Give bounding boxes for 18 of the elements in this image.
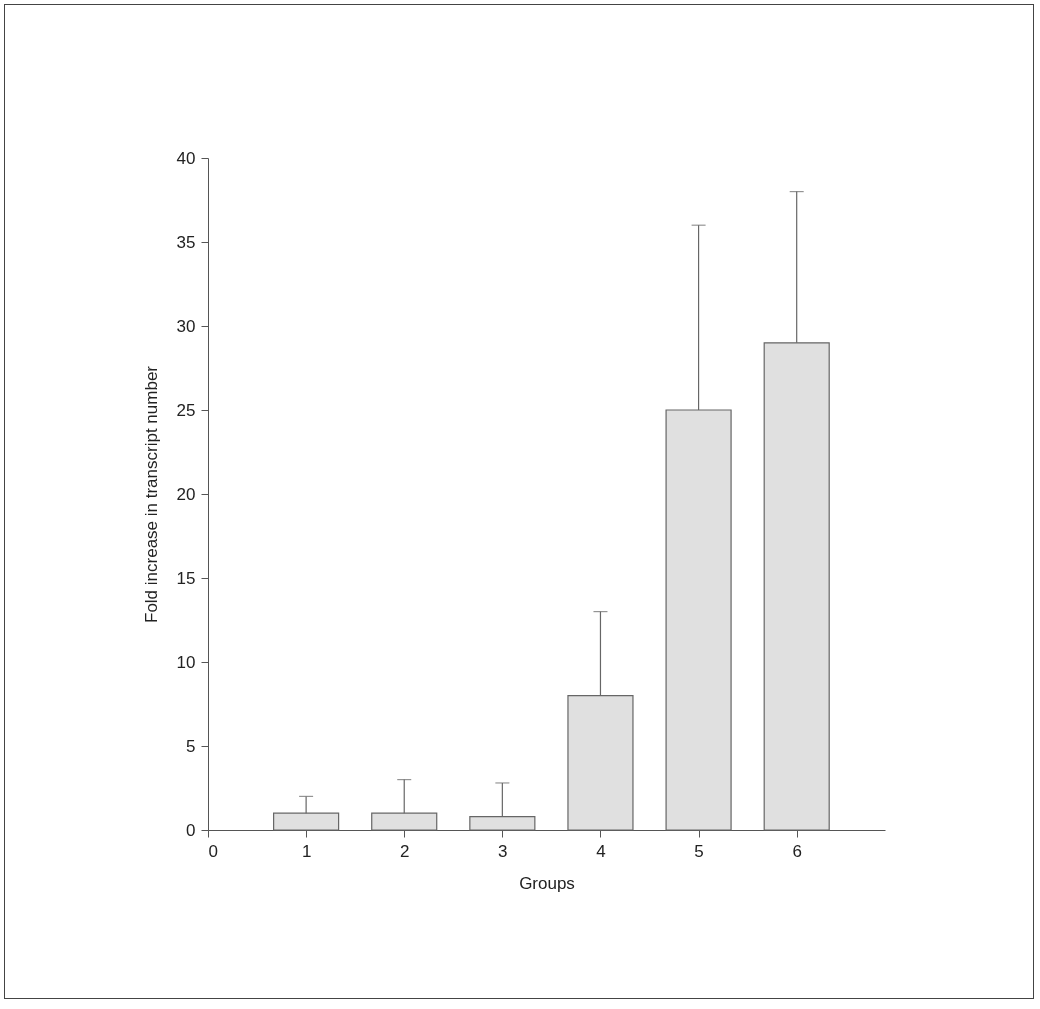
y-tick-label: 30 (176, 316, 196, 336)
y-tick-label: 10 (176, 652, 196, 672)
y-tick-label: 15 (176, 568, 196, 588)
y-tick-label: 20 (176, 484, 196, 504)
y-tick-label: 40 (176, 148, 196, 168)
y-tick-label: 5 (186, 736, 196, 756)
y-axis-title: Fold increase in transcript number (141, 365, 161, 624)
x-tick-label: 0 (208, 841, 218, 861)
x-tick-label: 6 (792, 841, 802, 861)
x-tick-label: 4 (596, 841, 606, 861)
x-tick-label: 5 (694, 841, 704, 861)
x-tick-label: 3 (498, 841, 508, 861)
x-tick-label: 1 (301, 841, 312, 861)
y-tick-label: 25 (176, 400, 196, 420)
y-tick-label: 35 (176, 232, 196, 252)
y-tick-label: 0 (186, 820, 196, 840)
x-tick-label: 2 (400, 841, 410, 861)
x-axis-title: Groups (519, 873, 575, 893)
